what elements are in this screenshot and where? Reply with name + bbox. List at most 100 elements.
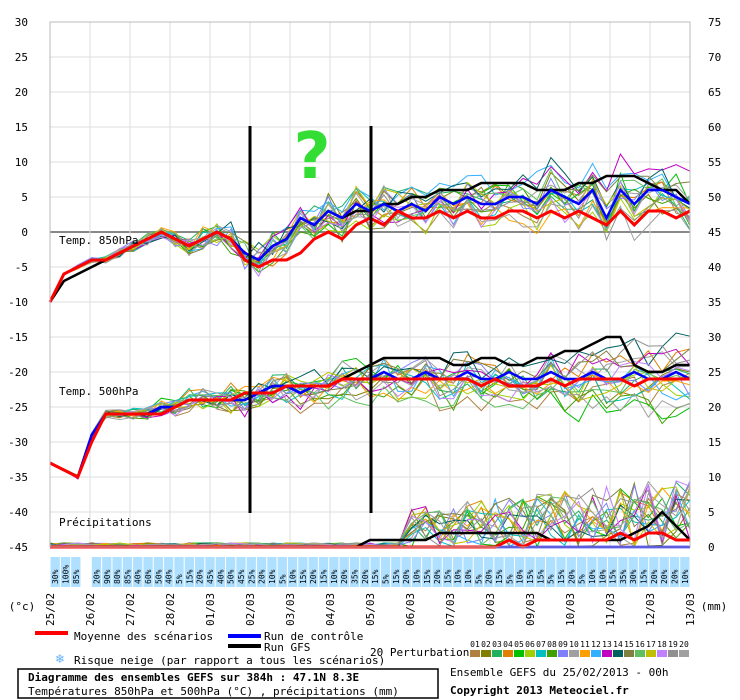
snow-cell <box>422 557 432 587</box>
snow-pct: 15% <box>640 569 649 584</box>
snow-pct: 25% <box>247 569 256 584</box>
x-tick: 09/03 <box>524 593 537 626</box>
snow-pct: 20% <box>433 569 442 584</box>
snow-cell <box>195 557 205 587</box>
perturbation-id: 14 <box>613 640 623 649</box>
perturbation-swatch <box>635 650 645 657</box>
legend-mean-label: Moyenne des scénarios <box>74 630 213 643</box>
perturbation-id: 17 <box>646 640 656 649</box>
x-tick: 25/02 <box>44 593 57 626</box>
snow-cell <box>236 557 246 587</box>
perturbation-id: 05 <box>514 640 524 649</box>
perturbation-swatch <box>514 650 524 657</box>
legend-perturbations-label: 20 Perturbations <box>370 646 476 659</box>
snow-cell <box>587 557 597 587</box>
perturbation-swatch <box>536 650 546 657</box>
snow-cell <box>174 557 184 587</box>
y-tick-right: 20 <box>708 401 721 414</box>
ensemble-run-label: Ensemble GEFS du 25/02/2013 - 00h <box>450 666 669 679</box>
snow-pct: 5% <box>578 574 587 584</box>
snow-pct: 5% <box>547 574 556 584</box>
snow-pct: 100% <box>61 565 70 584</box>
snow-pct: 20% <box>671 569 680 584</box>
plot-frame <box>49 21 691 548</box>
snow-cell <box>246 557 256 587</box>
perturbation-id: 01 <box>470 640 480 649</box>
y-tick-right: 0 <box>708 541 715 554</box>
snow-cell <box>391 557 401 587</box>
snow-pct: 30% <box>51 569 60 584</box>
snow-pct: 10% <box>464 569 473 584</box>
snow-pct: 10% <box>268 569 277 584</box>
snow-pct: 30% <box>629 569 638 584</box>
x-tick: 26/02 <box>84 593 97 626</box>
snow-cell <box>659 557 669 587</box>
snow-cell <box>318 557 329 587</box>
snow-cell <box>411 557 422 587</box>
snow-pct: 20% <box>92 569 101 584</box>
snow-pct: 20% <box>650 569 659 584</box>
snow-cell <box>525 557 535 587</box>
perturbation-swatch <box>624 650 634 657</box>
snow-pct: 85% <box>123 569 132 584</box>
snow-cell <box>277 557 287 587</box>
x-tick: 10/03 <box>564 593 577 626</box>
perturbation-id: 19 <box>668 640 678 649</box>
snow-cell <box>669 557 680 587</box>
snow-pct: 15% <box>443 569 452 584</box>
snow-cell <box>566 557 576 587</box>
x-tick: 07/03 <box>444 593 457 626</box>
perturbation-swatch <box>657 650 667 657</box>
perturbation-id: 12 <box>591 640 601 649</box>
x-tick: 06/03 <box>404 593 417 626</box>
perturbation-swatch <box>613 650 623 657</box>
y-tick-right: 60 <box>708 121 721 134</box>
snow-pct: 15% <box>320 569 329 584</box>
y-tick-left: 20 <box>15 86 28 99</box>
legend: Moyenne des scénarios Run de contrôle Ru… <box>35 630 689 667</box>
perturbation-swatch <box>503 650 513 657</box>
snow-pct: 10% <box>330 569 339 584</box>
perturbation-id: 02 <box>481 640 491 649</box>
snow-cell <box>267 557 277 587</box>
y-tick-right: 55 <box>708 156 721 169</box>
snow-cell <box>122 557 133 587</box>
snow-pct: 40% <box>216 569 225 584</box>
chart-title: Diagramme des ensembles GEFS sur 384h : … <box>28 671 359 684</box>
snow-pct: 15% <box>299 569 308 584</box>
snow-cell <box>370 557 380 587</box>
snow-cell <box>225 557 236 587</box>
y-tick-left: -15 <box>8 331 28 344</box>
snow-cell <box>133 557 143 587</box>
perturbation-id: 09 <box>558 640 568 649</box>
snow-cell <box>298 557 308 587</box>
x-tick: 28/02 <box>164 593 177 626</box>
snow-cell <box>463 557 473 587</box>
y-tick-right: 45 <box>708 226 721 239</box>
perturbation-swatch <box>569 650 579 657</box>
snow-pct: 20% <box>361 569 370 584</box>
perturbation-swatch <box>558 650 568 657</box>
snow-pct: 20% <box>309 569 318 584</box>
snow-pct: 35% <box>351 569 360 584</box>
snow-cell <box>597 557 607 587</box>
snow-cell <box>484 557 494 587</box>
y-tick-left: -20 <box>8 366 28 379</box>
x-tick: 12/03 <box>644 593 657 626</box>
perturbation-id: 03 <box>492 640 502 649</box>
y-tick-right: 75 <box>708 16 721 29</box>
snow-pct: 5% <box>474 574 483 584</box>
y-tick-right: 50 <box>708 191 721 204</box>
x-tick: 27/02 <box>124 593 137 626</box>
snow-cell <box>308 557 318 587</box>
perturbation-swatch <box>602 650 612 657</box>
snow-cell <box>287 557 298 587</box>
snow-cell <box>432 557 442 587</box>
snow-cell <box>535 557 545 587</box>
snow-pct: 60% <box>144 569 153 584</box>
question-mark: ? <box>293 120 330 194</box>
snow-cell <box>628 557 638 587</box>
perturbation-id: 18 <box>657 640 667 649</box>
